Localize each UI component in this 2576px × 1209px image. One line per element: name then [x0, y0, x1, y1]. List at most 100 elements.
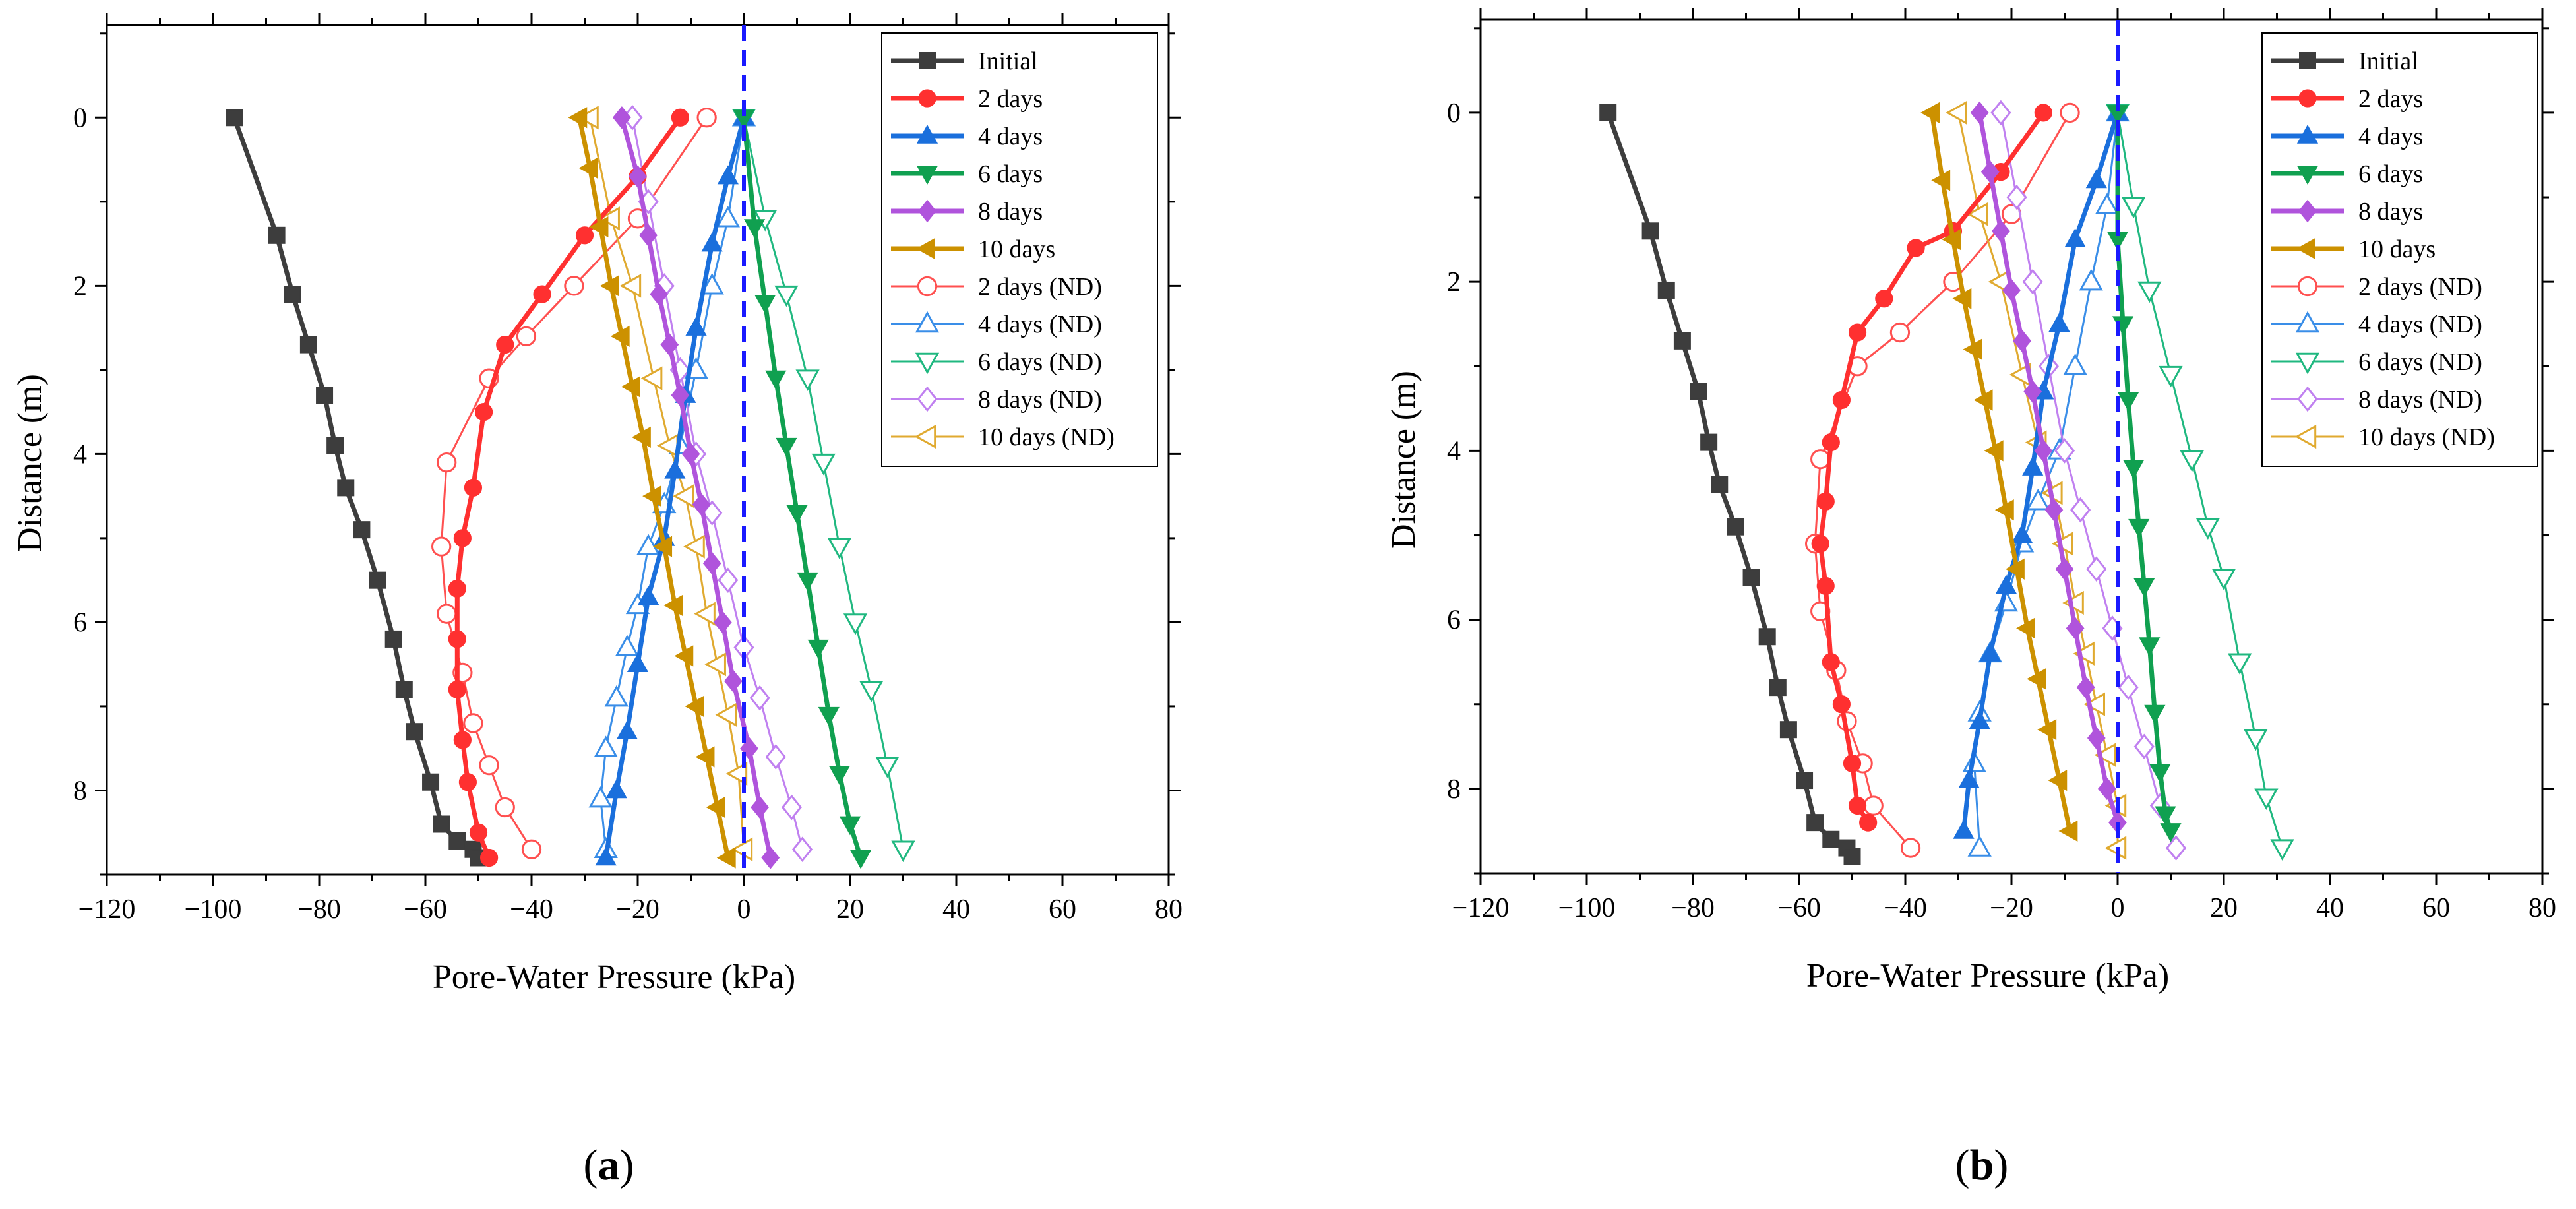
- data-point: [437, 604, 457, 624]
- legend-marker: [917, 386, 938, 412]
- data-point: [781, 794, 803, 821]
- data-point: [458, 773, 477, 791]
- data-point: [761, 846, 780, 869]
- data-point: [740, 737, 758, 760]
- legend-label: 6 days: [2358, 160, 2423, 188]
- data-point: [1822, 653, 1840, 671]
- data-point: [616, 720, 638, 740]
- data-point: [431, 536, 452, 557]
- series-line: [1818, 111, 2046, 824]
- legend-label: Initial: [978, 47, 1038, 75]
- data-point: [1822, 830, 1840, 848]
- legend-marker: [915, 237, 935, 260]
- legend-label: 4 days (ND): [2358, 311, 2482, 338]
- chart-panel-b: −120 −100 −80 −60 −40 −20 0 20 40 60 80 0 2 4 6 8 Pore-W…: [1385, 8, 2556, 1189]
- x-tick-label: 0: [737, 894, 751, 925]
- data-point: [1992, 220, 2010, 243]
- data-point: [2139, 637, 2161, 657]
- legend-marker: [2295, 311, 2320, 333]
- data-point: [619, 274, 642, 298]
- legend: Initial 2 days 4 days 6 days 8 days 10 days 2 …: [2261, 32, 2538, 467]
- data-point: [2254, 788, 2279, 811]
- data-point: [1973, 389, 1993, 411]
- data-point: [463, 713, 483, 733]
- data-point: [1832, 390, 1851, 410]
- data-point: [2013, 329, 2031, 353]
- data-point: [724, 669, 743, 693]
- data-point: [774, 285, 799, 307]
- x-tick-label: 40: [942, 894, 970, 925]
- data-point: [1816, 576, 1835, 595]
- data-point: [749, 685, 770, 711]
- legend-marker: [2295, 352, 2320, 375]
- data-point: [2022, 456, 2044, 476]
- data-point: [268, 226, 286, 244]
- legend-item-8-days-nd: 8 days (ND): [891, 386, 1102, 414]
- legend-marker: [2296, 124, 2319, 144]
- data-point: [1953, 819, 1975, 839]
- legend-label: 6 days: [978, 160, 1043, 188]
- legend-marker: [2297, 386, 2318, 412]
- data-point: [479, 755, 499, 776]
- series-line: [619, 117, 773, 859]
- data-point: [636, 534, 661, 555]
- data-point: [1779, 721, 1797, 739]
- data-point: [2085, 169, 2107, 189]
- x-tick-label: 0: [2111, 893, 2125, 923]
- data-point: [2022, 268, 2043, 295]
- legend-label: 6 days (ND): [2358, 348, 2482, 376]
- series-line: [2000, 112, 2177, 849]
- series-8-days: [612, 106, 780, 869]
- data-point: [2070, 497, 2091, 523]
- series-line: [741, 117, 863, 859]
- data-point: [1980, 160, 2000, 183]
- legend-label: 4 days (ND): [978, 311, 1102, 338]
- x-tick-label: −20: [616, 894, 659, 925]
- data-point: [2123, 460, 2145, 480]
- legend-marker: [2296, 237, 2315, 260]
- data-point: [640, 366, 663, 390]
- legend-item-10-days-nd: 10 days (ND): [891, 423, 1115, 451]
- y-tick-label: 0: [73, 103, 87, 133]
- data-point: [453, 529, 472, 547]
- data-point: [604, 685, 629, 707]
- legend-marker: [2298, 199, 2317, 223]
- data-point: [564, 276, 584, 296]
- legend-marker: [2298, 89, 2317, 108]
- y-tick-label: 8: [73, 776, 87, 806]
- legend-label: 6 days (ND): [978, 348, 1102, 376]
- chart-panel-a: −120 −100 −80 −60 −40 −20 0 20 40 60 80 0 2 4 6 8 Pore-W…: [11, 13, 1182, 1189]
- data-point: [660, 333, 679, 356]
- data-point: [1995, 574, 2017, 594]
- data-point: [673, 483, 694, 509]
- x-tick-label: −40: [510, 894, 553, 925]
- legend-item-10-days: 10 days: [891, 235, 1055, 263]
- data-point: [464, 478, 483, 497]
- legend-item-10-days-nd: 10 days (ND): [2271, 423, 2495, 451]
- data-point: [1641, 222, 1659, 240]
- data-point: [2087, 726, 2106, 750]
- data-point: [685, 317, 707, 336]
- series-2-days: [1811, 104, 2052, 832]
- data-point: [681, 443, 700, 466]
- legend-marker: [2299, 52, 2316, 69]
- data-point: [1700, 433, 1718, 451]
- data-point: [422, 773, 440, 791]
- y-axis-title: Distance (m): [11, 374, 49, 552]
- legend-label: 10 days: [2358, 235, 2436, 263]
- data-point: [621, 376, 640, 398]
- legend-marker: [914, 424, 936, 449]
- y-tick-label: 6: [73, 607, 87, 638]
- y-tick-label: 4: [73, 439, 87, 470]
- series-2-days: [448, 108, 690, 867]
- data-point: [1727, 518, 1744, 536]
- data-point: [2270, 839, 2294, 861]
- data-point: [786, 505, 808, 524]
- data-point: [369, 571, 386, 589]
- data-point: [2165, 835, 2187, 861]
- data-point: [791, 836, 813, 863]
- y-tick-label: 6: [1447, 605, 1461, 636]
- data-point: [568, 107, 588, 129]
- data-point: [433, 815, 450, 833]
- data-point: [453, 731, 472, 749]
